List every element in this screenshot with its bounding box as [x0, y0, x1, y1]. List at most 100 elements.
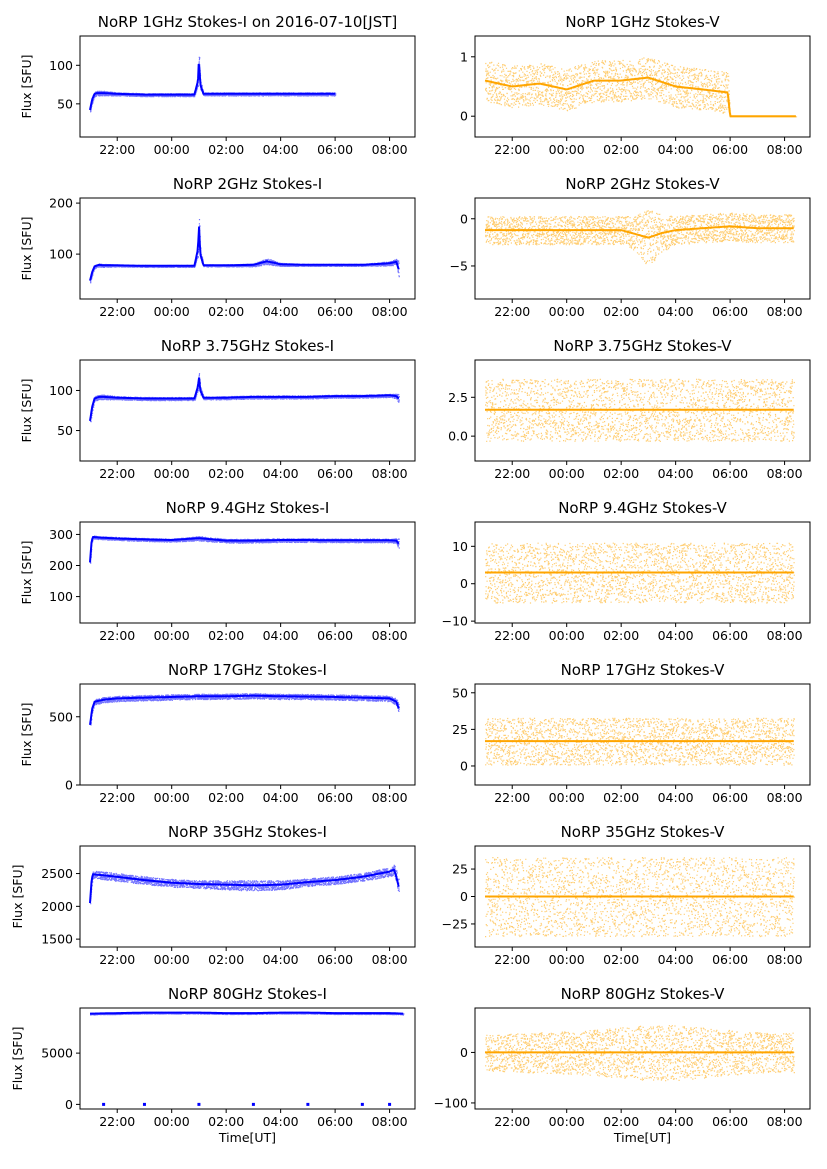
scatter-cloud [90, 535, 400, 564]
data-points [485, 378, 795, 442]
x-tick-label: 02:00 [208, 304, 244, 319]
x-tick-label: 08:00 [767, 628, 803, 643]
scatter-cloud [90, 693, 400, 726]
x-tick-label: 00:00 [549, 952, 585, 967]
x-tick-label: 06:00 [712, 790, 748, 805]
panel-title: NoRP 17GHz Stokes-I [168, 661, 327, 679]
scatter-cloud [485, 857, 795, 938]
x-tick-label: 02:00 [208, 952, 244, 967]
y-axis: −5 0 [450, 211, 475, 273]
y-tick-label: 5000 [41, 1046, 73, 1061]
y-tick-label: 2500 [41, 866, 73, 881]
y-axis-label: Flux [SFU] [10, 865, 25, 929]
x-tick-label: 02:00 [208, 628, 244, 643]
series-band [89, 373, 400, 423]
axes-frame [474, 359, 811, 462]
scatter-cloud [90, 219, 400, 284]
panel-title: NoRP 3.75GHz Stokes-I [161, 337, 334, 355]
data-points [89, 693, 400, 726]
x-tick-label: 22:00 [99, 952, 135, 967]
panel-norp-80ghz-stokes-v: 22:00 00:00 02:00 04:00 06:00 08:00 −100 0 NoRP … [434, 985, 811, 1145]
x-tick-label: 02:00 [603, 628, 639, 643]
axes-frame [79, 1007, 416, 1110]
x-tick-label: 04:00 [658, 1114, 694, 1129]
x-tick-label: 06:00 [317, 466, 353, 481]
y-tick-label: −100 [434, 1095, 468, 1110]
axes-frame [474, 35, 811, 138]
y-tick-label: −10 [442, 614, 468, 629]
x-tick-label: 02:00 [208, 790, 244, 805]
y-axis-label: Flux [SFU] [19, 703, 34, 767]
y-axis: 50 100 [49, 58, 80, 111]
x-tick-label: 00:00 [154, 952, 190, 967]
x-tick-label: 06:00 [712, 628, 748, 643]
x-axis: 22:00 00:00 02:00 04:00 06:00 08:00 [99, 785, 408, 805]
panel-norp-2ghz-stokes-i: 22:00 00:00 02:00 04:00 06:00 08:00 100 200 NoRP… [19, 175, 416, 319]
series-band [485, 378, 795, 442]
x-tick-label: 06:00 [317, 142, 353, 157]
scatter-cloud [485, 542, 795, 604]
series-band [89, 535, 400, 564]
x-tick-label: 08:00 [767, 790, 803, 805]
y-axis-label: Flux [SFU] [19, 217, 34, 281]
x-tick-label: 00:00 [549, 466, 585, 481]
x-tick-label: 00:00 [154, 1114, 190, 1129]
series-trace [89, 377, 400, 422]
x-axis: 22:00 00:00 02:00 04:00 06:00 08:00 [494, 137, 803, 157]
panel-norp-3-75ghz-stokes-v: 22:00 00:00 02:00 04:00 06:00 08:00 0.0 2.5 NoRP… [448, 337, 811, 481]
y-axis: −100 0 [434, 1045, 475, 1110]
y-axis: 01 [460, 49, 475, 124]
x-tick-label: 22:00 [494, 304, 530, 319]
panel-norp-2ghz-stokes-v: 22:00 00:00 02:00 04:00 06:00 08:00 −5 0 NoRP 2G… [450, 175, 811, 319]
x-tick-label: 02:00 [603, 466, 639, 481]
y-tick-label: 0 [65, 1097, 73, 1112]
x-tick-label: 22:00 [494, 1114, 530, 1129]
data-points [485, 542, 795, 604]
x-tick-label: 08:00 [767, 466, 803, 481]
y-tick-label: 0 [460, 889, 468, 904]
x-tick-label: 08:00 [767, 952, 803, 967]
y-axis: −25 0 25 [442, 862, 475, 931]
x-tick-label: 22:00 [494, 952, 530, 967]
series-band [485, 1025, 795, 1082]
y-tick-label: −5 [450, 258, 468, 273]
y-tick-label: 0 [460, 109, 468, 124]
x-tick-label: 22:00 [494, 142, 530, 157]
scatter-cloud [485, 57, 798, 118]
y-tick-label: 0 [460, 211, 468, 226]
y-tick-label: 100 [49, 589, 73, 604]
y-axis-label: Flux [SFU] [19, 379, 34, 443]
y-axis-label: Flux [SFU] [19, 541, 34, 605]
scatter-cloud [485, 210, 795, 265]
marker [197, 1102, 201, 1106]
x-axis: 22:00 00:00 02:00 04:00 06:00 08:00 [494, 785, 803, 805]
y-tick-label: 0 [65, 778, 73, 793]
y-tick-label: 100 [49, 247, 73, 262]
x-tick-label: 06:00 [317, 1114, 353, 1129]
y-axis: 0.0 2.5 [448, 390, 475, 444]
x-tick-label: 02:00 [603, 952, 639, 967]
x-tick-label: 02:00 [603, 1114, 639, 1129]
panels: 22:00 00:00 02:00 04:00 06:00 08:0050100NoRP … [10, 13, 811, 1145]
y-tick-label: 0.0 [448, 429, 468, 444]
x-tick-label: 08:00 [372, 142, 408, 157]
series-band [89, 56, 337, 113]
series-trace [89, 63, 336, 111]
data-points [484, 57, 798, 118]
y-tick-label: 100 [49, 383, 73, 398]
series-trace [485, 225, 794, 239]
axes-frame [79, 845, 416, 948]
x-tick-label: 02:00 [208, 466, 244, 481]
y-axis: 100 200 [49, 196, 80, 262]
x-tick-label: 06:00 [712, 952, 748, 967]
series-trace [89, 868, 400, 904]
series-trace [89, 536, 400, 563]
panel-norp-80ghz-stokes-i: 22:00 00:00 02:00 04:00 06:00 08:00 0 5000 NoRP … [10, 985, 416, 1145]
x-axis: 22:00 00:00 02:00 04:00 06:00 08:00 [99, 137, 408, 157]
x-tick-label: 02:00 [603, 790, 639, 805]
panel-title: NoRP 2GHz Stokes-V [565, 175, 720, 193]
series-band [102, 1102, 392, 1106]
x-tick-label: 22:00 [494, 790, 530, 805]
